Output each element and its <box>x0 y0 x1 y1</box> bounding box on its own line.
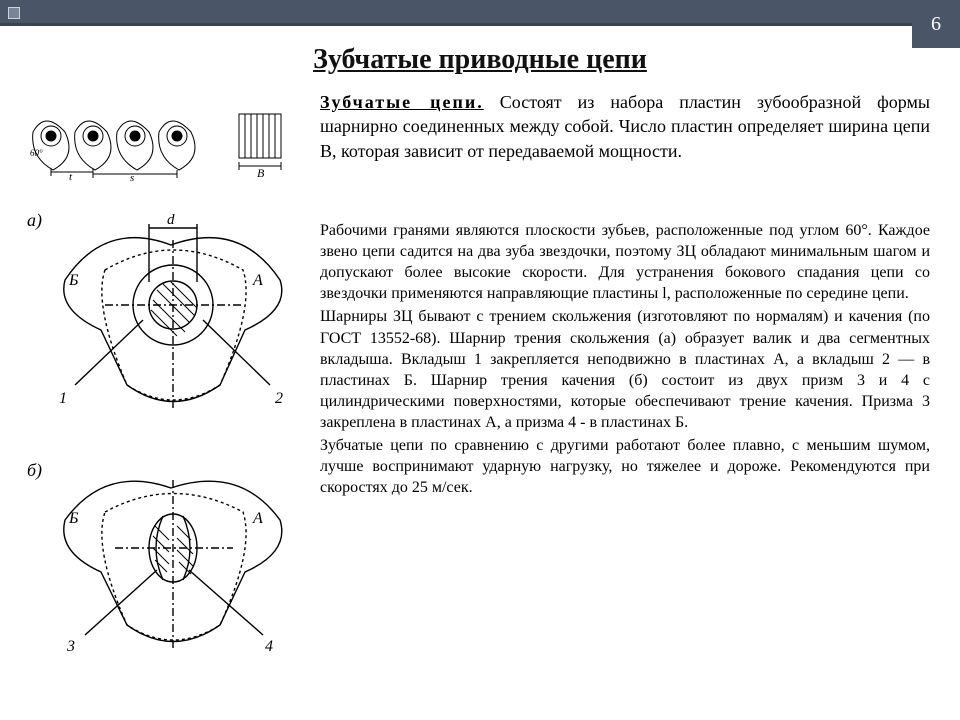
body-text: Рабочими гранями являются плоскости зубь… <box>320 220 930 500</box>
body-p1: Рабочими гранями являются плоскости зубь… <box>320 220 930 304</box>
figure-b-ann-4: 4 <box>265 638 273 656</box>
chain-sideview-icon: 60° t s <box>25 102 215 182</box>
dim-t: t <box>69 171 73 182</box>
figure-a-tag: а) <box>27 210 42 231</box>
figure-a-label-a: А <box>253 272 263 290</box>
figure-a-label-b: Б <box>69 272 78 290</box>
intro-paragraph: Зубчатые цепи. Состоят из набора пластин… <box>320 90 930 163</box>
page-title: Зубчатые приводные цепи <box>0 44 960 76</box>
figure-b-tag: б) <box>27 460 42 481</box>
slide-topbar <box>0 0 960 26</box>
body-p3: Зубчатые цепи по сравнению с другими раб… <box>320 435 930 498</box>
intro-lead: Зубчатые цепи. <box>320 92 484 112</box>
link-section-a-icon: d <box>45 210 305 420</box>
chain-width-icon: B <box>229 102 291 182</box>
figure-b-label-a: А <box>253 510 263 528</box>
figure-b-label-b: Б <box>69 510 78 528</box>
body-p2: Шарниры ЗЦ бывают с трением скольжения (… <box>320 306 930 433</box>
dim-s: s <box>130 172 134 182</box>
link-section-b-icon <box>45 460 305 660</box>
dim-d: d <box>167 212 175 228</box>
figure-link-details: а) <box>25 210 305 680</box>
figure-a-ann-2: 2 <box>275 390 283 408</box>
dim-b: B <box>257 166 265 180</box>
figure-a-ann-1: 1 <box>59 390 67 408</box>
figure-b-ann-3: 3 <box>67 638 75 656</box>
figure-chain-overview: 60° t s B <box>25 92 305 192</box>
page-number-badge: 6 <box>912 0 960 48</box>
angle-label: 60° <box>30 148 43 158</box>
